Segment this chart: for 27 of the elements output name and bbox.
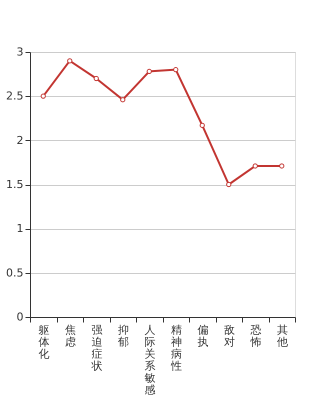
y-tick-label: 3 xyxy=(16,46,24,58)
x-tick-label: 其他 xyxy=(276,324,288,348)
point xyxy=(94,76,99,82)
x-tick-label: 精神病性 xyxy=(170,324,182,372)
y-tick-label: 0 xyxy=(16,310,24,324)
x-tick-label: 人际关系敏感 xyxy=(144,324,156,396)
point xyxy=(146,68,152,74)
point xyxy=(200,122,205,128)
x-tick-label: 恐怖 xyxy=(249,324,262,348)
x-tick-label: 偏执 xyxy=(197,324,208,348)
point xyxy=(120,97,126,102)
point xyxy=(252,163,258,169)
point xyxy=(173,67,178,72)
x-tick-label: 敌对 xyxy=(224,324,235,348)
point xyxy=(40,94,46,99)
x-tick-label: 强迫症状 xyxy=(90,324,102,372)
y-tick-label: 2.5 xyxy=(6,90,24,103)
y-tick-label: 1.5 xyxy=(6,178,24,191)
y-tick-label: 2 xyxy=(16,134,24,147)
x-tick-label: 焦虑 xyxy=(64,324,76,348)
x-tick-label: 躯体化 xyxy=(38,324,50,360)
point xyxy=(67,58,72,64)
point xyxy=(226,182,232,188)
x-tick-label: 抑郁 xyxy=(118,324,129,348)
y-tick-label: 0.5 xyxy=(6,266,24,280)
y-tick-label: 1 xyxy=(16,222,24,236)
point xyxy=(279,163,284,169)
